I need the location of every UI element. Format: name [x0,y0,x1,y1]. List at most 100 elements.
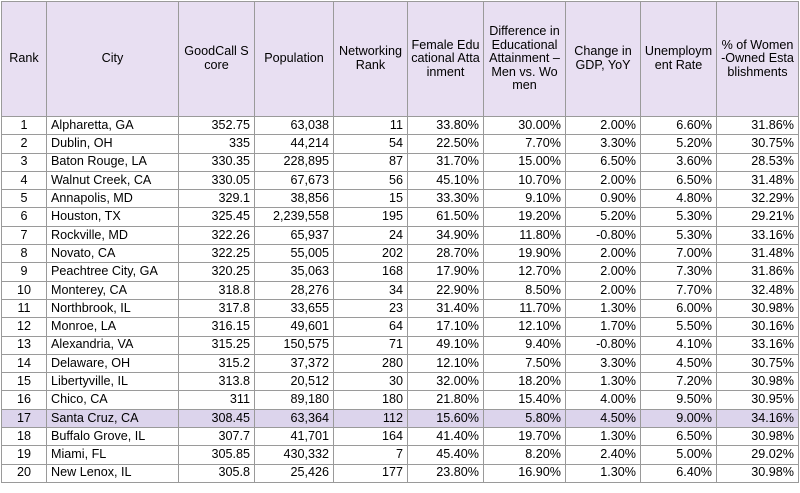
unemployment-rate-cell: 6.50% [640,427,717,447]
rank-cell: 13 [1,335,47,355]
women-owned-establishments-cell: 29.21% [716,207,799,227]
rank-cell: 9 [1,262,47,282]
population-cell: 33,655 [254,298,334,319]
goodcall-score-cell: 352.75 [178,115,255,136]
networking-rank-cell: 71 [333,335,408,355]
women-owned-establishments-cell: 30.16% [716,317,799,337]
networking-rank-cell: 23 [333,298,408,319]
education-difference-cell: 19.90% [483,244,566,264]
table-row: 16 Chico, CA 311 89,180 180 21.80% 15.40% 4.00%… [1,390,799,410]
goodcall-score-cell: 317.8 [178,298,255,319]
unemployment-rate-cell: 7.70% [640,280,717,300]
goodcall-score-cell: 322.26 [178,225,255,246]
women-owned-establishments-cell: 33.16% [716,335,799,355]
goodcall-score-cell: 330.05 [178,170,255,191]
rank-cell: 10 [1,280,47,300]
city-cell: Baton Rouge, LA [46,152,179,172]
population-cell: 63,038 [254,115,334,136]
city-ranking-table: Rank City GoodCall Score Population Netw… [1,1,799,483]
population-cell: 63,364 [254,408,334,429]
unemployment-rate-cell: 7.00% [640,244,717,264]
population-cell: 28,276 [254,280,334,300]
city-cell: Delaware, OH [46,353,179,374]
goodcall-score-cell: 329.1 [178,189,255,209]
female-educational-attainment-cell: 61.50% [407,207,484,227]
city-cell: Northbrook, IL [46,298,179,319]
city-cell: Dublin, OH [46,134,179,154]
unemployment-rate-cell: 5.50% [640,317,717,337]
unemployment-rate-cell: 4.10% [640,335,717,355]
population-cell: 44,214 [254,134,334,154]
women-owned-establishments-cell: 30.98% [716,298,799,319]
rank-cell: 3 [1,152,47,172]
networking-rank-cell: 112 [333,408,408,429]
table-row: 11 Northbrook, IL 317.8 33,655 23 31.40% 11.70… [1,298,799,319]
women-owned-establishments-cell: 30.98% [716,463,799,483]
table-row: 8 Novato, CA 322.25 55,005 202 28.70% 19.90% 2.… [1,244,799,264]
education-difference-cell: 9.10% [483,189,566,209]
gdp-change-cell: 3.30% [565,134,641,154]
networking-rank-cell: 24 [333,225,408,246]
header-goodcall-score: GoodCall Score [178,1,255,117]
female-educational-attainment-cell: 33.80% [407,115,484,136]
city-cell: Peachtree City, GA [46,262,179,282]
women-owned-establishments-cell: 31.48% [716,170,799,191]
population-cell: 38,856 [254,189,334,209]
goodcall-score-cell: 325.45 [178,207,255,227]
city-cell: Miami, FL [46,445,179,465]
goodcall-score-cell: 305.8 [178,463,255,483]
table-row: 1 Alpharetta, GA 352.75 63,038 11 33.80% 30.00… [1,115,799,136]
population-cell: 55,005 [254,244,334,264]
female-educational-attainment-cell: 49.10% [407,335,484,355]
networking-rank-cell: 177 [333,463,408,483]
education-difference-cell: 19.20% [483,207,566,227]
education-difference-cell: 7.70% [483,134,566,154]
female-educational-attainment-cell: 22.90% [407,280,484,300]
female-educational-attainment-cell: 23.80% [407,463,484,483]
networking-rank-cell: 56 [333,170,408,191]
rank-cell: 12 [1,317,47,337]
goodcall-score-cell: 315.25 [178,335,255,355]
population-cell: 430,332 [254,445,334,465]
header-rank: Rank [1,1,47,117]
header-change-in-gdp: Change in GDP, YoY [565,1,641,117]
unemployment-rate-cell: 6.40% [640,463,717,483]
rank-cell: 6 [1,207,47,227]
city-cell: Buffalo Grove, IL [46,427,179,447]
population-cell: 20,512 [254,372,334,392]
city-cell: Libertyville, IL [46,372,179,392]
women-owned-establishments-cell: 34.16% [716,408,799,429]
goodcall-score-cell: 330.35 [178,152,255,172]
networking-rank-cell: 11 [333,115,408,136]
population-cell: 65,937 [254,225,334,246]
unemployment-rate-cell: 4.50% [640,353,717,374]
city-cell: Monroe, LA [46,317,179,337]
table-row: 20 New Lenox, IL 305.8 25,426 177 23.80% 16.90… [1,463,799,483]
gdp-change-cell: 3.30% [565,353,641,374]
population-cell: 35,063 [254,262,334,282]
education-difference-cell: 12.70% [483,262,566,282]
table-row: 15 Libertyville, IL 313.8 20,512 30 32.00% 18.… [1,372,799,392]
female-educational-attainment-cell: 21.80% [407,390,484,410]
population-cell: 150,575 [254,335,334,355]
gdp-change-cell: 2.00% [565,244,641,264]
female-educational-attainment-cell: 45.10% [407,170,484,191]
table-row: 17 Santa Cruz, CA 308.45 63,364 112 15.60% 5.8… [1,408,799,429]
female-educational-attainment-cell: 22.50% [407,134,484,154]
women-owned-establishments-cell: 31.48% [716,244,799,264]
goodcall-score-cell: 335 [178,134,255,154]
gdp-change-cell: 2.00% [565,280,641,300]
gdp-change-cell: 2.00% [565,170,641,191]
female-educational-attainment-cell: 28.70% [407,244,484,264]
header-difference-in-educational-attainment: Difference in Educational Attainment – M… [483,1,566,117]
table-row: 19 Miami, FL 305.85 430,332 7 45.40% 8.20% 2.40… [1,445,799,465]
education-difference-cell: 5.80% [483,408,566,429]
women-owned-establishments-cell: 30.75% [716,353,799,374]
gdp-change-cell: 1.30% [565,298,641,319]
women-owned-establishments-cell: 32.48% [716,280,799,300]
rank-cell: 14 [1,353,47,374]
city-cell: Rockville, MD [46,225,179,246]
networking-rank-cell: 195 [333,207,408,227]
rank-cell: 19 [1,445,47,465]
rank-cell: 7 [1,225,47,246]
